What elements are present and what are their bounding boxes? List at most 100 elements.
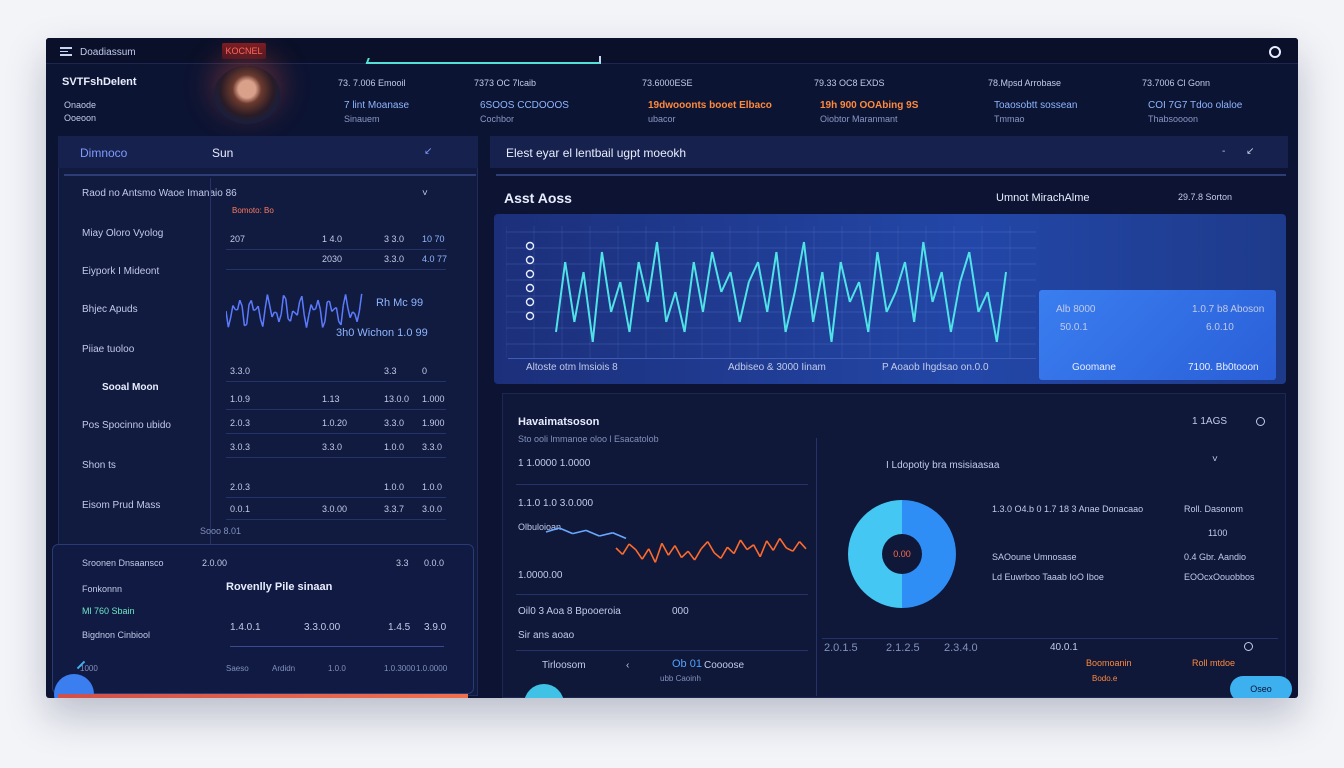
pie-title: I Ldopotiy bra msisiaasaa xyxy=(886,460,1000,471)
legend-value: Roll. Dasonom xyxy=(1184,504,1244,514)
sparkline-segment xyxy=(289,310,294,322)
stat-value[interactable]: 6SOOS CCDOOOS xyxy=(480,100,569,111)
summary-row[interactable]: Bigdnon Cinbiool xyxy=(82,630,151,640)
main-wave-chart[interactable] xyxy=(506,226,1036,358)
sidebar-item[interactable]: Sooal Moon xyxy=(102,382,159,393)
wave-segment xyxy=(628,261,640,333)
table-cell: 3.3.0 xyxy=(422,442,443,452)
table-row-divider xyxy=(226,269,446,270)
footer-chevron-icon: ‹ xyxy=(626,660,630,671)
stat-label: 73. 7.006 Emooil xyxy=(338,78,406,88)
trend-orange-segment xyxy=(687,550,696,561)
wave-segment xyxy=(940,271,952,333)
trend-blue-segment xyxy=(572,529,587,535)
chart-marker-icon xyxy=(525,297,535,307)
trend-orange-segment xyxy=(693,548,702,561)
sidebar-item[interactable]: Miay Oloro Vyolog xyxy=(82,228,164,239)
metric-l2: 50.0.1 xyxy=(1060,322,1088,333)
wave-segment xyxy=(747,261,759,283)
sparkline-segment xyxy=(347,308,351,318)
summary-title: Rovenlly Pile sinaan xyxy=(226,581,333,593)
tab-sun[interactable]: Sun xyxy=(212,146,234,160)
wave-segment xyxy=(729,271,741,323)
summary-row[interactable]: Ml 760 Sbain xyxy=(82,606,135,616)
stat-value[interactable]: Toaosobtt sossean xyxy=(994,100,1078,111)
sparkline-segment xyxy=(232,305,236,310)
sparkline-segment xyxy=(296,301,301,316)
legend-label: 1.3.0 O4.b 0 1.7 18 3 Anae Donacaao xyxy=(992,504,1144,514)
sidebar-item[interactable]: Eiypork I Mideont xyxy=(82,266,160,277)
settings-icon[interactable] xyxy=(1244,642,1253,651)
wave-segment xyxy=(931,271,943,303)
stat-value[interactable]: 7 lint Moanase xyxy=(344,100,410,111)
menu-icon[interactable] xyxy=(60,47,72,56)
table-row-divider xyxy=(226,381,446,382)
chat-bubble-icon[interactable] xyxy=(524,684,564,698)
trend-chart[interactable] xyxy=(516,508,816,588)
info-icon[interactable] xyxy=(1256,417,1265,426)
footer-badge[interactable]: Ob 01 xyxy=(672,658,702,670)
sparkline-segment xyxy=(303,314,308,328)
wave-segment xyxy=(757,261,769,313)
summary-row[interactable]: Sroonen Dnsaansco xyxy=(82,558,164,568)
analysis-row-2: Sir ans aoao xyxy=(518,630,575,641)
list-header-chevron-icon[interactable]: ˅ xyxy=(422,188,428,199)
sparkline-segment xyxy=(268,305,273,318)
pie-chevron-icon[interactable]: ˅ xyxy=(1212,454,1218,465)
stat-sub: Oiobtor Maranmant xyxy=(820,114,898,124)
collapse-icon[interactable]: ↙ xyxy=(1246,146,1255,157)
metric-card[interactable] xyxy=(1039,290,1276,380)
analysis-row-1-value: 000 xyxy=(672,606,689,617)
avatar[interactable] xyxy=(214,66,280,124)
alert-badge[interactable]: KOCNEL xyxy=(222,43,266,59)
stat-label: 78.Mpsd Arrobase xyxy=(988,78,1062,88)
sidebar-item[interactable]: Piiae tuoloo xyxy=(82,344,135,355)
sparkline-segment xyxy=(344,294,349,309)
stat-value[interactable]: 19h 900 OOAbing 9S xyxy=(820,100,919,111)
sidebar-item[interactable]: Shon ts xyxy=(82,460,116,471)
donut-slice[interactable] xyxy=(848,500,902,608)
tab-dimnoco[interactable]: Dimnoco xyxy=(80,146,128,160)
stat-sub: Cochbor xyxy=(480,114,515,124)
search-bar[interactable] xyxy=(366,56,601,64)
sidebar-item[interactable]: Pos Spocinno ubido xyxy=(82,420,171,431)
expand-icon[interactable]: ↙ xyxy=(424,146,433,157)
stat-value[interactable]: COI 7G7 Tdoo olaloe xyxy=(1148,100,1243,111)
stat-value[interactable]: 19dwooonts booet Elbaco xyxy=(648,100,772,111)
stat-sub: Tmmao xyxy=(994,114,1025,124)
summary-row[interactable]: Fonkonnn xyxy=(82,584,123,594)
sparkline-segment xyxy=(335,307,340,322)
wave-segment xyxy=(637,261,649,303)
axis-line xyxy=(822,638,1278,639)
trend-orange-segment xyxy=(726,546,735,555)
donut-slice[interactable] xyxy=(902,500,956,608)
donut-chart[interactable]: 0.00 xyxy=(840,492,964,616)
trend-orange-segment xyxy=(615,547,624,555)
summary-card[interactable] xyxy=(52,544,474,694)
footer-small: ubb Caoinh xyxy=(660,674,701,683)
footer-badge-sub: Coooose xyxy=(704,660,745,671)
summary-value: 1.4.5 xyxy=(388,622,411,633)
wave-segment xyxy=(692,261,704,313)
chart-footer-3: P Aoaob Ihgdsao on.0.0 xyxy=(882,362,989,373)
footer-orange-1: Boomoanin xyxy=(1086,658,1132,668)
table-cell: 2030 xyxy=(322,254,343,264)
divider xyxy=(64,174,476,176)
axis-1: 2.0.1.5 xyxy=(824,642,858,654)
sidebar-item[interactable]: Bhjec Apuds xyxy=(82,304,138,315)
table-cell: 207 xyxy=(230,234,246,244)
table-row-divider xyxy=(226,409,446,410)
sparkline-segment xyxy=(313,308,317,311)
sparkline-segment xyxy=(328,301,333,312)
wave-segment xyxy=(600,251,613,313)
trend-orange-segment xyxy=(733,539,742,554)
footer-note: Sooo 8.01 xyxy=(200,526,242,536)
minimize-icon[interactable]: - xyxy=(1222,146,1226,157)
wave-segment xyxy=(922,241,934,303)
sparkline-segment xyxy=(244,323,248,327)
sidebar-item[interactable]: Eisom Prud Mass xyxy=(82,500,161,511)
action-pill[interactable]: Oseo xyxy=(1230,676,1292,698)
analysis-corner[interactable]: 1 1AGS xyxy=(1192,416,1228,427)
user-icon[interactable] xyxy=(1269,46,1281,58)
wave-segment xyxy=(802,241,815,323)
